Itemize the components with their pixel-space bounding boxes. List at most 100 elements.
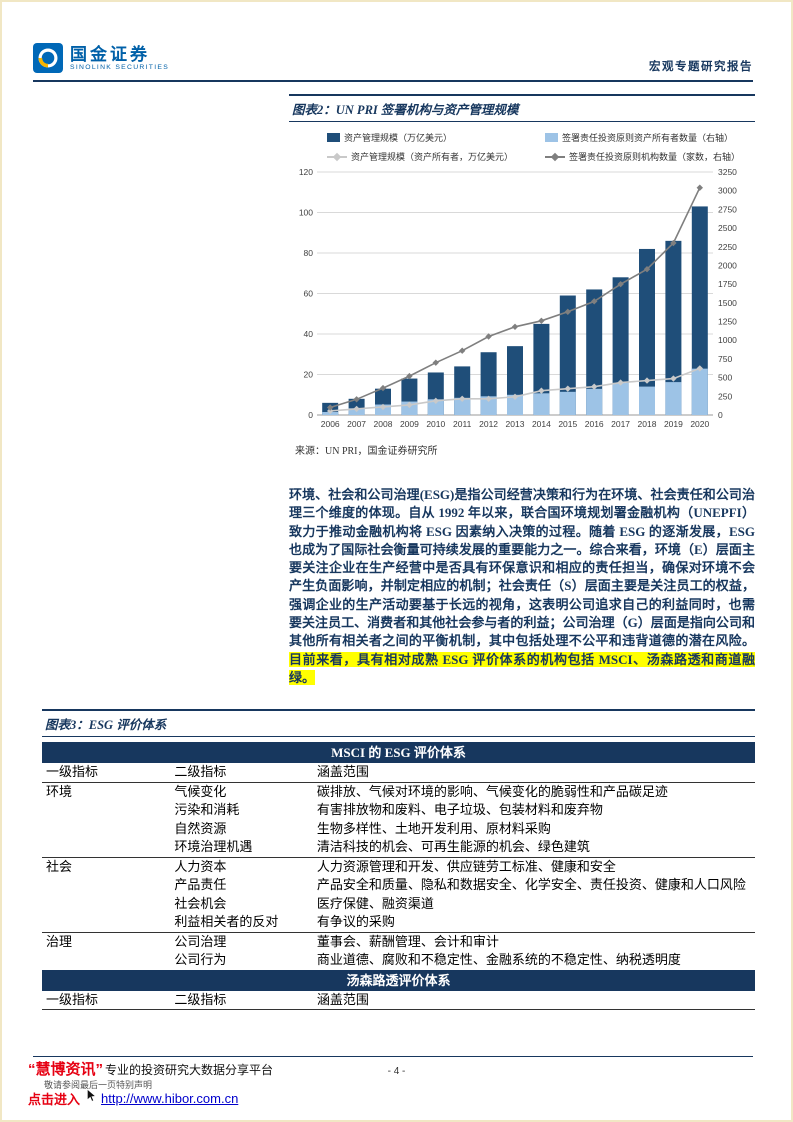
svg-text:1000: 1000 bbox=[718, 335, 737, 345]
logo-en-text: SINOLINK SECURITIES bbox=[70, 64, 170, 72]
table-cell: 气候变化 bbox=[170, 781, 313, 801]
table-cell: 社会机会 bbox=[174, 895, 227, 911]
table-row: 利益相关者的反对 有争议的采购 bbox=[42, 913, 755, 932]
table-row: 环境治理机遇 清洁科技的机会、可再生能源的机会、绿色建筑 bbox=[42, 838, 755, 857]
chart-area: 0 20 40 60 80 100 120 0 250 500 750 1000 1250 1500 175… bbox=[289, 166, 755, 437]
esg-paragraph: 环境、社会和公司治理(ESG)是指公司经营决策和行为在环境、社会责任和公司治理三… bbox=[289, 486, 755, 687]
svg-text:2015: 2015 bbox=[558, 419, 577, 429]
table-row: 社会 人力资本 人力资源管理和开发、供应链劳工标准、健康和安全 bbox=[42, 856, 755, 876]
table-band-title: 汤森路透评价体系 bbox=[42, 969, 755, 991]
table-cell: 利益相关者的反对 bbox=[174, 914, 279, 929]
table-cell bbox=[42, 801, 170, 820]
table-cell: 产品责任 bbox=[174, 877, 227, 892]
svg-text:1750: 1750 bbox=[718, 279, 737, 289]
table-band-title: MSCI 的 ESG 评价体系 bbox=[42, 742, 755, 763]
table-row: 产品责任 产品安全和质量、隐私和数据安全、化学安全、责任投资、健康和人口风险 bbox=[42, 876, 755, 895]
chart-legend: 资产管理规模（万亿美元） 签署责任投资原则资产所有者数量（右轴） 资产管理规模（资产… bbox=[289, 122, 755, 166]
table-column-header: 一级指标 bbox=[42, 990, 171, 1010]
svg-text:2011: 2011 bbox=[453, 419, 472, 429]
legend-label: 资产管理规模（资产所有者，万亿美元） bbox=[351, 152, 514, 162]
table-column-header: 涵盖范围 bbox=[312, 763, 755, 783]
svg-text:2017: 2017 bbox=[611, 419, 630, 429]
svg-text:2016: 2016 bbox=[585, 419, 604, 429]
table-cell: 污染和消耗 bbox=[174, 802, 240, 817]
table-row: 公司行为 商业道德、腐败和不稳定性、金融系统的不稳定性、纳税透明度 bbox=[42, 951, 755, 970]
table-column-header: 二级指标 bbox=[170, 763, 313, 783]
table-cell: 商业道德、腐败和不稳定性、金融系统的不稳定性、纳税透明度 bbox=[316, 952, 681, 967]
svg-text:2500: 2500 bbox=[718, 223, 737, 233]
svg-text:40: 40 bbox=[304, 329, 314, 339]
table-cell: 人力资源管理和开发、供应链劳工标准、健康和安全 bbox=[312, 856, 755, 876]
figure2-block: 图表2：UN PRI 签署机构与资产管理规模 资产管理规模（万亿美元） 签署责任投… bbox=[289, 94, 755, 457]
legend-diamond-marker bbox=[332, 152, 342, 161]
figure2-title: 图表2：UN PRI 签署机构与资产管理规模 bbox=[289, 94, 755, 122]
table-header-row: 一级指标 二级指标 涵盖范围 bbox=[42, 990, 755, 1010]
svg-text:80: 80 bbox=[304, 248, 314, 258]
table-row: 污染和消耗 有害排放物和废料、电子垃圾、包装材料和废弃物 bbox=[42, 801, 755, 820]
legend-item: 签署责任投资原则资产所有者数量（右轴） bbox=[545, 131, 755, 144]
svg-text:120: 120 bbox=[299, 168, 313, 177]
svg-text:60: 60 bbox=[304, 289, 314, 299]
table-cell bbox=[42, 820, 170, 839]
table-cell: 有争议的采购 bbox=[316, 914, 395, 929]
table-row: 治理 公司治理 董事会、薪酬管理、会计和审计 bbox=[42, 931, 755, 951]
esg-table: MSCI 的 ESG 评价体系 一级指标 二级指标 涵盖范围 环境 气候变化 碳排放、气候对… bbox=[42, 742, 755, 1010]
hibor-cta-label[interactable]: 点击进入 bbox=[28, 1092, 81, 1107]
svg-text:2750: 2750 bbox=[718, 204, 737, 214]
table-header-row: 一级指标 二级指标 涵盖范围 bbox=[42, 763, 755, 783]
svg-text:3250: 3250 bbox=[718, 168, 737, 177]
legend-item: 签署责任投资原则机构数量（家数，右轴） bbox=[545, 150, 755, 163]
svg-text:500: 500 bbox=[718, 373, 732, 383]
table-cell: 人力资本 bbox=[170, 856, 313, 876]
figure3-block: 图表3：ESG 评价体系 MSCI 的 ESG 评价体系 一级指标 二级指标 涵盖范围… bbox=[42, 709, 755, 1010]
table-row: 自然资源 生物多样性、土地开发利用、原材料采购 bbox=[42, 820, 755, 839]
paragraph-body: 自从 1992 年以来，联合国环境规划署金融机构（UNEPFI）致力于推动金融机… bbox=[289, 505, 755, 649]
table-cell: 环境 bbox=[42, 781, 171, 801]
svg-text:250: 250 bbox=[718, 391, 732, 401]
table-row: 环境 气候变化 碳排放、气候对环境的影响、气候变化的脆弱性和产品碳足迹 bbox=[42, 781, 755, 801]
legend-bar-swatch bbox=[327, 133, 340, 142]
svg-text:750: 750 bbox=[718, 354, 732, 364]
legend-label: 资产管理规模（万亿美元） bbox=[344, 133, 453, 143]
hibor-cta-row: 点击进入 http://www.hibor.com.cn bbox=[28, 1088, 239, 1108]
unpri-chart-svg: 0 20 40 60 80 100 120 0 250 500 750 1000 1250 1500 175… bbox=[299, 167, 737, 429]
table-cell bbox=[42, 951, 170, 970]
table-cell: 社会 bbox=[42, 856, 171, 876]
table-cell: 公司行为 bbox=[174, 952, 227, 967]
table-cell: 医疗保健、融资渠道 bbox=[316, 895, 434, 911]
footer-divider bbox=[33, 1056, 753, 1057]
hibor-watermark: “慧博资讯” 专业的投资研究大数据分享平台 bbox=[28, 1058, 273, 1079]
svg-text:2009: 2009 bbox=[400, 419, 419, 429]
legend-item: 资产管理规模（资产所有者，万亿美元） bbox=[327, 150, 539, 163]
table-row: 社会机会 医疗保健、融资渠道 bbox=[42, 895, 755, 914]
table-column-header: 二级指标 bbox=[170, 990, 313, 1010]
legend-line-swatch bbox=[327, 152, 347, 161]
logo-cn-text: 国金证券 bbox=[70, 44, 150, 64]
page-header: 国金证券 SINOLINK SECURITIES 宏观专题研究报告 bbox=[33, 36, 753, 82]
table-cell: 有害排放物和废料、电子垃圾、包装材料和废弃物 bbox=[316, 802, 603, 817]
table-column-header: 一级指标 bbox=[42, 763, 171, 783]
table-cell: 公司治理 bbox=[170, 931, 313, 951]
legend-item: 资产管理规模（万亿美元） bbox=[327, 131, 539, 144]
svg-text:1500: 1500 bbox=[718, 298, 737, 308]
hibor-link[interactable]: http://www.hibor.com.cn bbox=[101, 1091, 239, 1106]
table-cell: 董事会、薪酬管理、会计和审计 bbox=[312, 931, 755, 951]
svg-text:2250: 2250 bbox=[718, 242, 737, 252]
svg-text:2000: 2000 bbox=[718, 260, 737, 270]
svg-text:2018: 2018 bbox=[638, 419, 657, 429]
figure2-source: 来源：UN PRI，国金证券研究所 bbox=[295, 446, 438, 457]
svg-text:3000: 3000 bbox=[718, 186, 737, 196]
table-cell bbox=[42, 838, 170, 857]
svg-text:0: 0 bbox=[308, 410, 313, 420]
table-cell: 碳排放、气候对环境的影响、气候变化的脆弱性和产品碳足迹 bbox=[312, 781, 755, 801]
report-type-label: 宏观专题研究报告 bbox=[649, 61, 753, 73]
legend-line-swatch bbox=[545, 152, 565, 161]
page-number: - 4 - bbox=[387, 1066, 406, 1077]
paragraph-highlight: 目前来看，具有相对成熟 ESG 评价体系的机构包括 MSCI、汤森路透和商道融绿… bbox=[289, 651, 755, 685]
svg-text:2020: 2020 bbox=[690, 419, 709, 429]
figure3-title: 图表3：ESG 评价体系 bbox=[42, 709, 755, 737]
svg-text:2006: 2006 bbox=[321, 419, 340, 429]
table-cell bbox=[42, 913, 170, 932]
table-cell: 清洁科技的机会、可再生能源的机会、绿色建筑 bbox=[316, 839, 590, 854]
